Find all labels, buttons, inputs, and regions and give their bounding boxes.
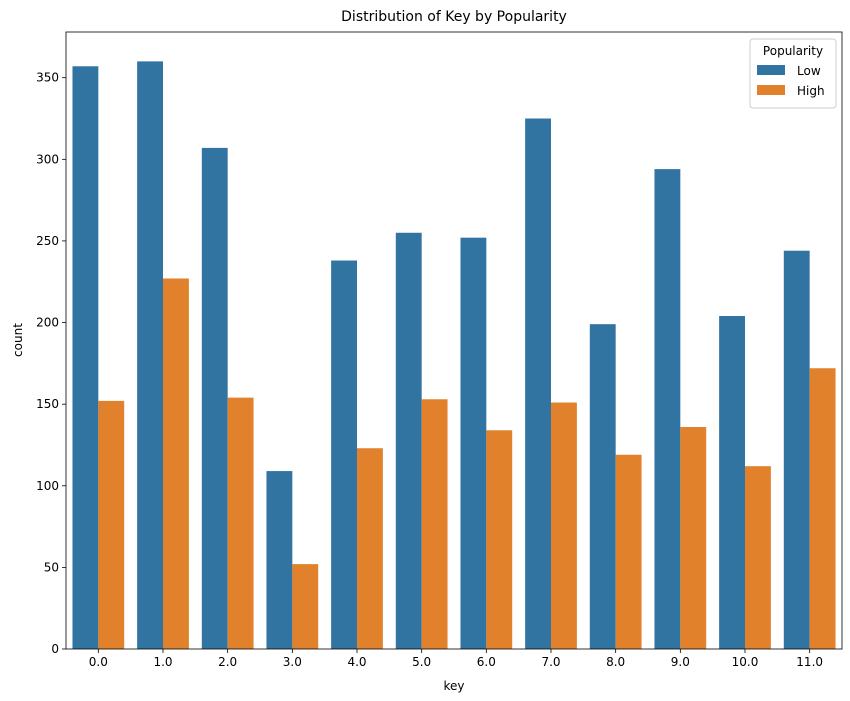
legend-title: Popularity <box>763 44 823 58</box>
x-tick-label: 11.0 <box>796 655 823 669</box>
bar-high-4.0 <box>357 448 383 649</box>
y-tick-label: 0 <box>51 642 59 656</box>
bars-layer <box>72 61 836 650</box>
y-tick-label: 300 <box>36 152 59 166</box>
chart-title: Distribution of Key by Popularity <box>341 9 567 25</box>
bar-low-8.0 <box>589 324 616 649</box>
y-tick-label: 200 <box>36 316 59 330</box>
bar-low-4.0 <box>331 260 357 649</box>
bar-low-6.0 <box>460 237 487 650</box>
bar-high-1.0 <box>163 278 189 649</box>
legend-label-low: Low <box>797 64 821 78</box>
legend: Popularity Low High <box>749 38 837 109</box>
bar-low-3.0 <box>266 471 293 649</box>
legend-swatch-low <box>757 65 785 75</box>
x-tick-label: 5.0 <box>412 655 431 669</box>
x-tick-label: 3.0 <box>283 655 302 669</box>
legend-label-high: High <box>797 84 825 98</box>
bar-low-0.0 <box>72 66 99 649</box>
legend-swatch-high <box>757 85 785 95</box>
y-tick-label: 150 <box>36 397 59 411</box>
x-tick-label: 10.0 <box>732 655 759 669</box>
y-tick-label: 250 <box>36 234 59 248</box>
plot-frame <box>65 31 843 650</box>
x-axis: 0.0 1.0 2.0 3.0 4.0 5.0 6.0 7.0 8.0 9.0 10.0 11.0 <box>89 649 823 669</box>
bar-low-2.0 <box>201 147 228 649</box>
bar-high-10.0 <box>745 466 771 649</box>
y-tick-label: 350 <box>36 71 59 85</box>
bar-high-8.0 <box>615 454 642 649</box>
x-tick-label: 0.0 <box>89 655 108 669</box>
x-axis-label: key <box>443 679 464 693</box>
bar-high-11.0 <box>809 368 836 649</box>
x-tick-label: 1.0 <box>153 655 172 669</box>
bar-high-6.0 <box>486 430 513 649</box>
y-tick-label: 100 <box>36 479 59 493</box>
bar-low-7.0 <box>525 118 551 649</box>
bar-low-11.0 <box>783 250 810 649</box>
bar-high-5.0 <box>421 399 448 649</box>
x-tick-label: 7.0 <box>541 655 560 669</box>
x-tick-label: 4.0 <box>347 655 366 669</box>
x-tick-label: 9.0 <box>671 655 690 669</box>
bar-high-0.0 <box>98 400 125 649</box>
bar-high-2.0 <box>227 397 254 649</box>
bar-high-7.0 <box>551 402 577 649</box>
y-axis: 0 50 100 150 200 250 300 350 <box>36 71 66 656</box>
bar-low-9.0 <box>654 169 681 650</box>
x-tick-label: 2.0 <box>218 655 237 669</box>
bar-low-5.0 <box>395 232 422 649</box>
bar-low-1.0 <box>137 61 163 649</box>
y-axis-label: count <box>11 323 25 357</box>
bar-high-9.0 <box>680 427 707 649</box>
bar-high-3.0 <box>292 564 319 649</box>
y-tick-label: 50 <box>44 560 59 574</box>
bar-low-10.0 <box>719 316 745 649</box>
x-tick-label: 6.0 <box>477 655 496 669</box>
x-tick-label: 8.0 <box>606 655 625 669</box>
